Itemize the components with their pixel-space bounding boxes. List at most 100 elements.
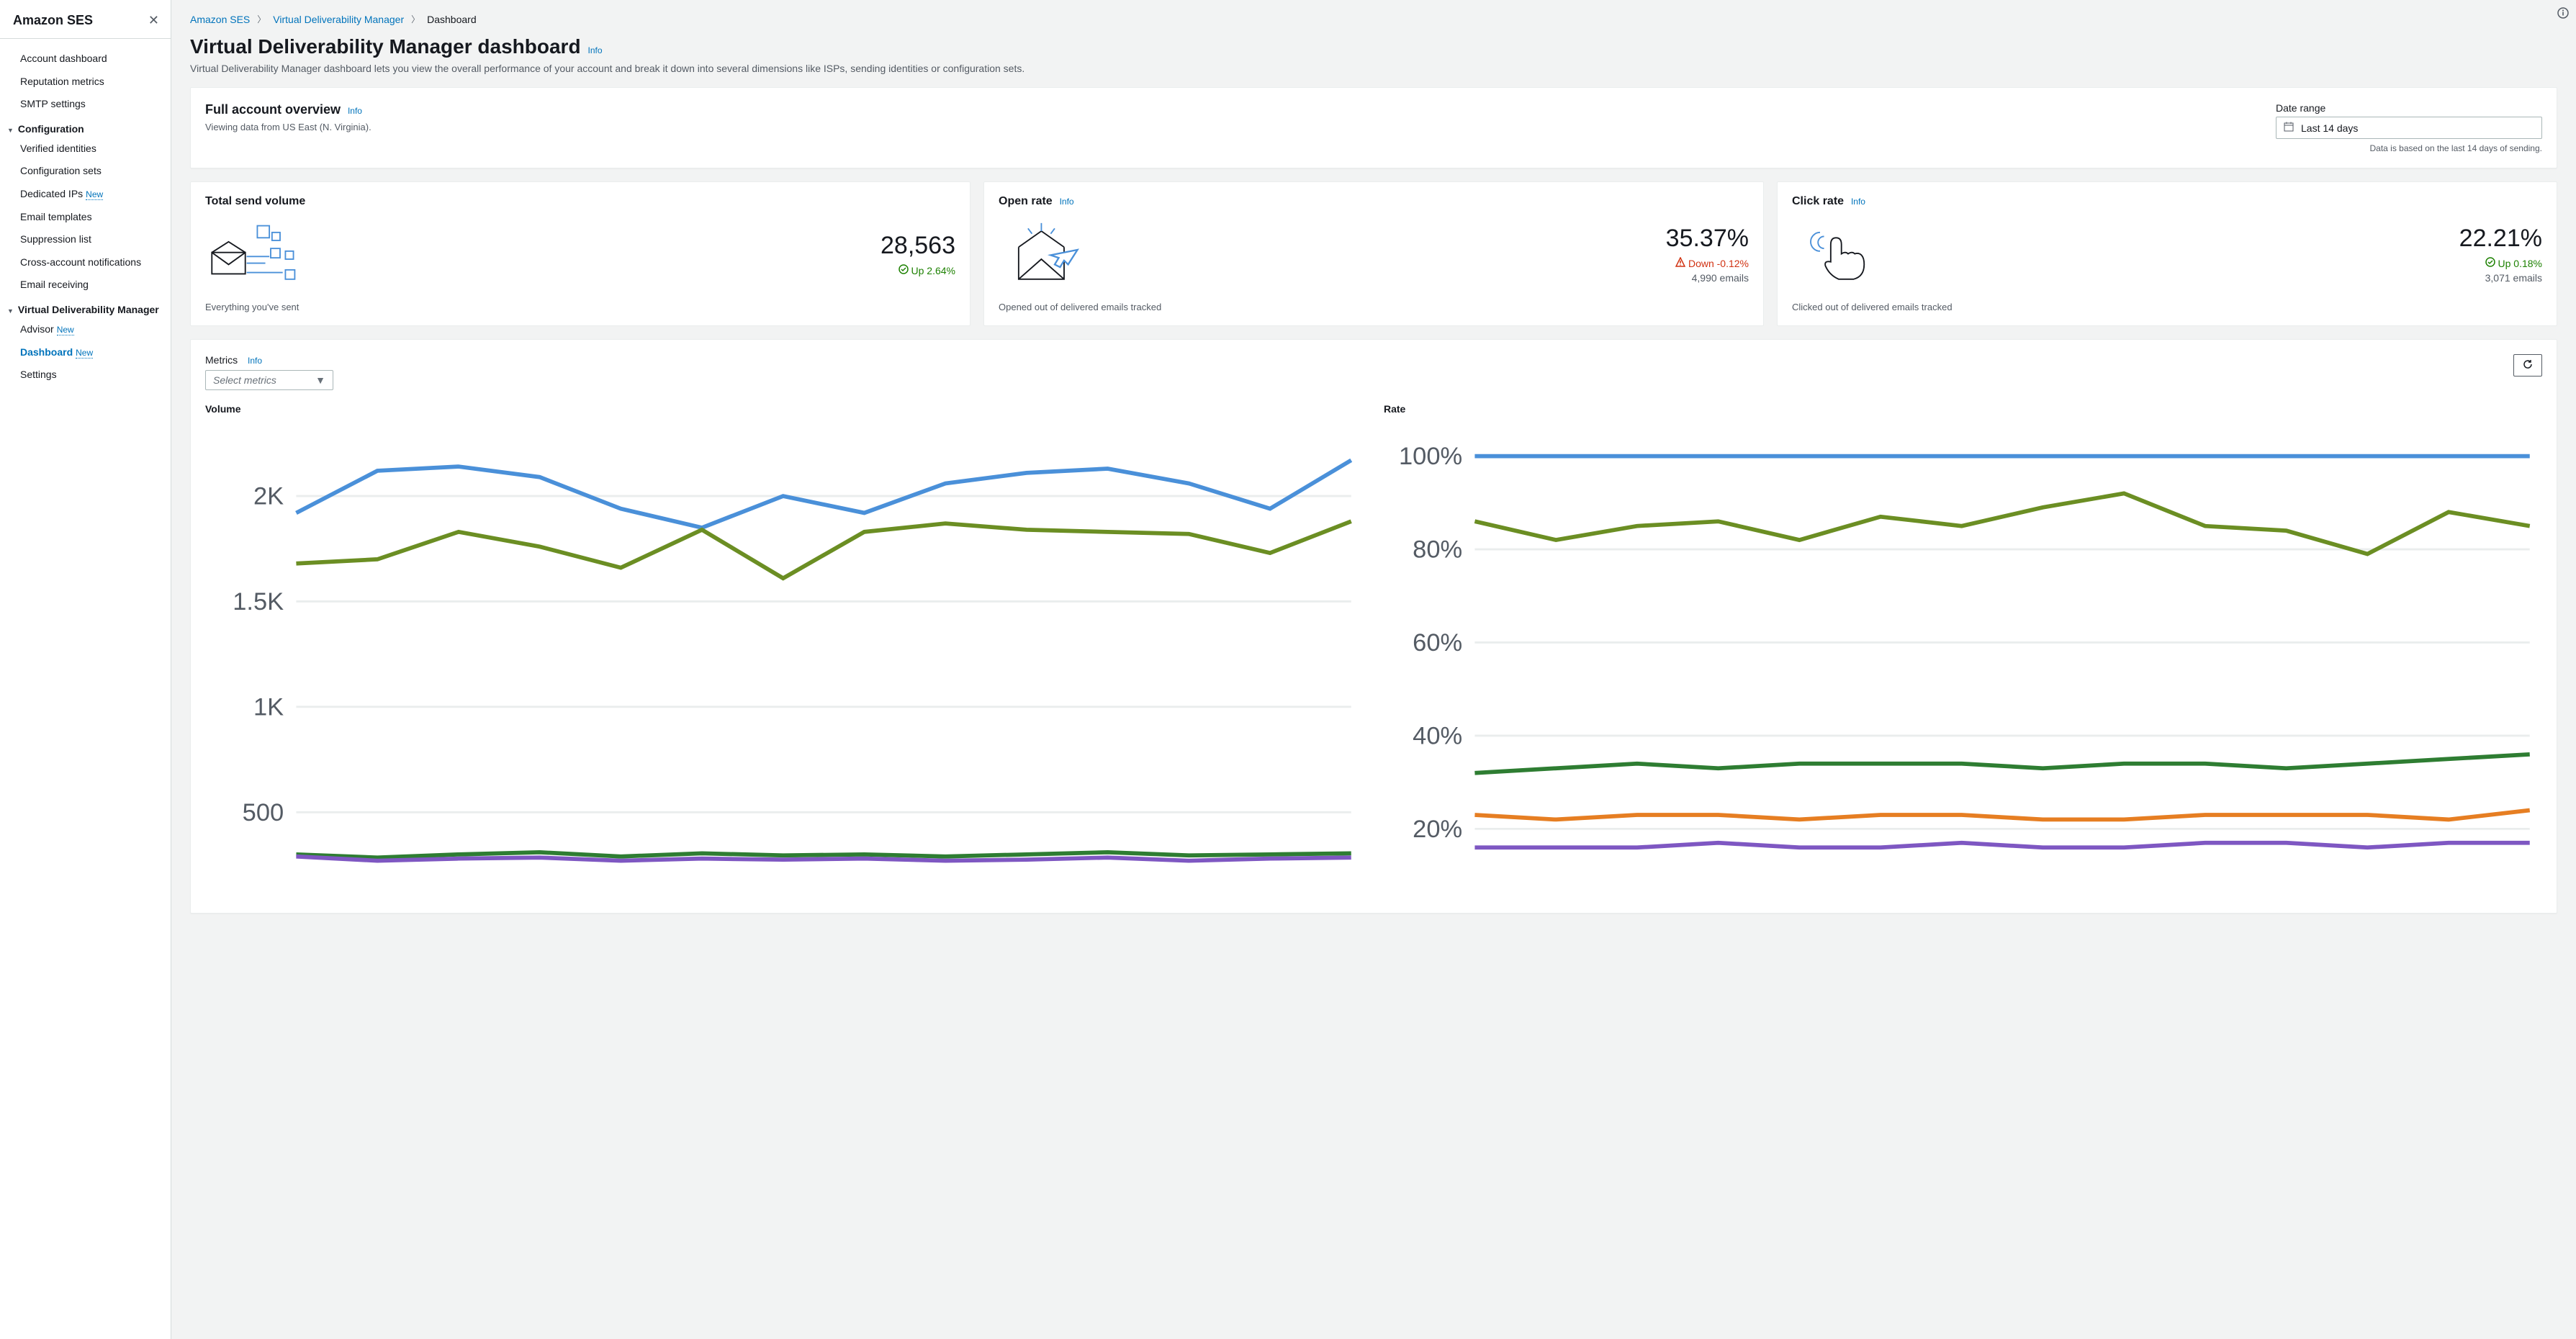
- breadcrumb-mid[interactable]: Virtual Deliverability Manager: [273, 14, 404, 25]
- sidebar-item[interactable]: Email receiving: [0, 274, 171, 297]
- rate-chart-title: Rate: [1384, 403, 2542, 415]
- volume-chart-title: Volume: [205, 403, 1364, 415]
- warning-icon: [1675, 257, 1685, 269]
- hand-click-icon: [1792, 222, 1886, 287]
- sidebar-item[interactable]: Settings: [0, 364, 171, 387]
- new-badge: New: [76, 348, 93, 359]
- overview-subtitle: Viewing data from US East (N. Virginia).: [205, 122, 371, 132]
- metrics-info-link[interactable]: Info: [248, 356, 262, 366]
- metrics-select[interactable]: Select metrics ▼: [205, 370, 333, 390]
- date-range-value: Last 14 days: [2301, 122, 2358, 134]
- date-range-label: Date range: [2276, 102, 2325, 114]
- sidebar-section-header[interactable]: Configuration: [0, 116, 171, 137]
- card-foot: Everything you've sent: [205, 302, 955, 312]
- card-send-volume: Total send volume: [190, 181, 970, 326]
- card-change-text: Up 0.18%: [2498, 258, 2542, 269]
- page-info-icon[interactable]: [2557, 7, 2569, 21]
- rate-chart-svg: 100% 80% 60% 40% 20%: [1384, 420, 2542, 896]
- date-range-block: Date range Last 14 days Data is based on…: [2276, 102, 2542, 153]
- card-open-rate: Open rate Info: [983, 181, 1764, 326]
- card-value: 35.37%: [1666, 225, 1749, 253]
- sidebar-section-header[interactable]: Virtual Deliverability Manager: [0, 297, 171, 318]
- envelope-send-icon: [205, 222, 299, 287]
- card-click-rate: Click rate Info 22.21%: [1777, 181, 2557, 326]
- card-title: Click rate: [1792, 195, 1844, 207]
- sidebar-header: Amazon SES ✕: [0, 0, 171, 39]
- svg-text:20%: 20%: [1413, 816, 1462, 843]
- sidebar-item[interactable]: Suppression list: [0, 228, 171, 251]
- metrics-select-placeholder: Select metrics: [213, 374, 276, 386]
- page-title: Virtual Deliverability Manager dashboard: [190, 35, 581, 58]
- volume-chart-svg: 2K 1.5K 1K 500: [205, 420, 1364, 896]
- sidebar-item[interactable]: Email templates: [0, 206, 171, 229]
- card-change: Down -0.12%: [1666, 257, 1749, 269]
- caret-down-icon: [7, 123, 14, 135]
- svg-text:100%: 100%: [1399, 443, 1462, 470]
- page-title-row: Virtual Deliverability Manager dashboard…: [190, 35, 2557, 58]
- card-emails: 4,990 emails: [1666, 272, 1749, 284]
- card-info-link[interactable]: Info: [1060, 197, 1074, 207]
- breadcrumb-current: Dashboard: [427, 14, 477, 25]
- check-circle-icon: [2485, 257, 2495, 269]
- breadcrumb: Amazon SES 〉 Virtual Deliverability Mana…: [190, 13, 2557, 25]
- overview-info-link[interactable]: Info: [348, 106, 362, 116]
- charts-row: Volume 2K 1.5K 1K 500 Rate 100% 80% 60% 40% 20%: [205, 403, 2542, 898]
- card-change: Up 0.18%: [2459, 257, 2542, 269]
- card-info-link[interactable]: Info: [1851, 197, 1865, 207]
- overview-left: Full account overview Info Viewing data …: [205, 102, 371, 153]
- page-subtitle: Virtual Deliverability Manager dashboard…: [190, 63, 2557, 74]
- svg-text:500: 500: [243, 799, 284, 826]
- date-range-footnote: Data is based on the last 14 days of sen…: [2370, 143, 2543, 153]
- nav-list: Account dashboardReputation metricsSMTP …: [0, 39, 171, 395]
- page-title-info-link[interactable]: Info: [588, 45, 603, 55]
- caret-down-icon: [7, 304, 14, 315]
- svg-text:2K: 2K: [253, 483, 284, 510]
- chevron-right-icon: 〉: [411, 13, 420, 25]
- sidebar-item[interactable]: DashboardNew: [0, 341, 171, 364]
- refresh-button[interactable]: [2513, 354, 2542, 377]
- svg-text:1.5K: 1.5K: [233, 588, 284, 616]
- new-badge: New: [86, 189, 103, 200]
- sidebar-item[interactable]: Reputation metrics: [0, 71, 171, 94]
- overview-title: Full account overview: [205, 102, 341, 117]
- sidebar-item[interactable]: AdvisorNew: [0, 318, 171, 341]
- rate-chart: Rate 100% 80% 60% 40% 20%: [1384, 403, 2542, 898]
- calendar-icon: [2284, 122, 2294, 134]
- sidebar-item[interactable]: Account dashboard: [0, 48, 171, 71]
- metrics-panel: Metrics Info Select metrics ▼ Volume 2K 1…: [190, 339, 2557, 914]
- chevron-right-icon: 〉: [257, 13, 266, 25]
- sidebar-item[interactable]: Configuration sets: [0, 160, 171, 183]
- envelope-open-icon: [999, 222, 1092, 287]
- card-value: 28,563: [881, 232, 955, 260]
- sidebar: Amazon SES ✕ Account dashboardReputation…: [0, 0, 171, 1339]
- card-emails: 3,071 emails: [2459, 272, 2542, 284]
- service-title: Amazon SES: [13, 13, 93, 28]
- metrics-header: Metrics Info Select metrics ▼: [205, 354, 2542, 390]
- card-change-text: Down -0.12%: [1688, 258, 1749, 269]
- metric-cards: Total send volume: [190, 181, 2557, 326]
- card-foot: Opened out of delivered emails tracked: [999, 302, 1749, 312]
- metrics-label: Metrics: [205, 354, 238, 366]
- sidebar-section-label: Configuration: [18, 123, 84, 135]
- sidebar-item[interactable]: Verified identities: [0, 137, 171, 161]
- check-circle-icon: [899, 264, 909, 276]
- date-range-select[interactable]: Last 14 days: [2276, 117, 2542, 139]
- sidebar-item[interactable]: Dedicated IPsNew: [0, 183, 171, 206]
- volume-chart: Volume 2K 1.5K 1K 500: [205, 403, 1364, 898]
- new-badge: New: [57, 325, 74, 335]
- card-foot: Clicked out of delivered emails tracked: [1792, 302, 2542, 312]
- breadcrumb-root[interactable]: Amazon SES: [190, 14, 250, 25]
- overview-panel: Full account overview Info Viewing data …: [190, 87, 2557, 168]
- caret-down-icon: ▼: [315, 374, 325, 386]
- svg-text:1K: 1K: [253, 693, 284, 721]
- sidebar-item[interactable]: Cross-account notifications: [0, 251, 171, 274]
- card-value: 22.21%: [2459, 225, 2542, 253]
- svg-text:60%: 60%: [1413, 629, 1462, 657]
- main-content: Amazon SES 〉 Virtual Deliverability Mana…: [171, 0, 2576, 1339]
- sidebar-item[interactable]: SMTP settings: [0, 93, 171, 116]
- sidebar-section-label: Virtual Deliverability Manager: [18, 304, 159, 315]
- svg-text:80%: 80%: [1413, 536, 1462, 564]
- card-change: Up 2.64%: [881, 264, 955, 276]
- close-icon[interactable]: ✕: [148, 13, 159, 28]
- svg-text:40%: 40%: [1413, 722, 1462, 749]
